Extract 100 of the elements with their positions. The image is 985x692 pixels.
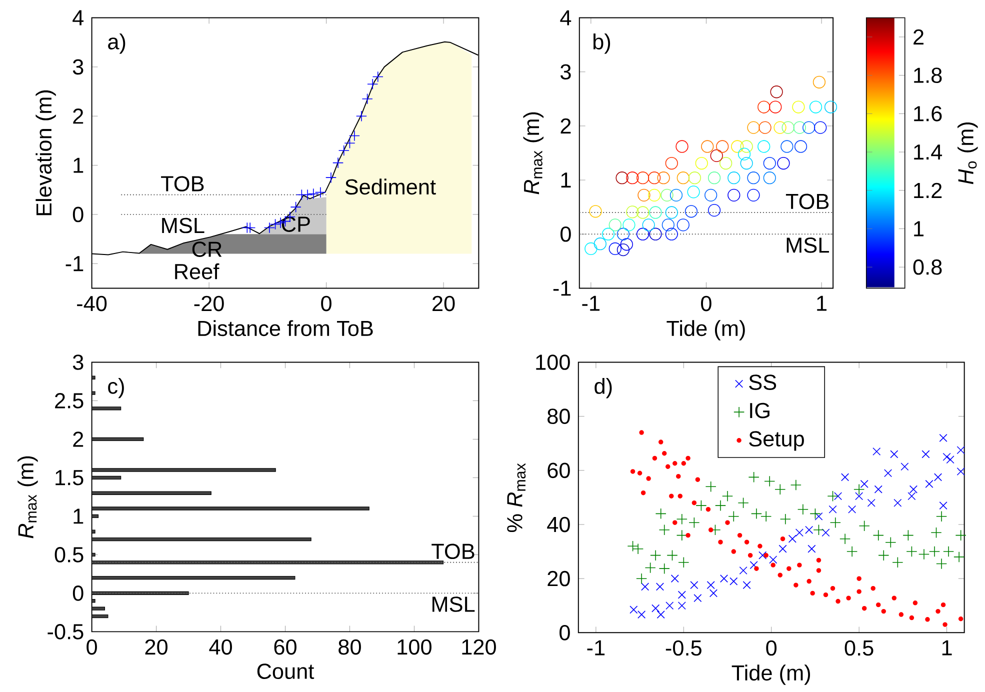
x-tick-label: 40 [209,639,232,655]
point [640,490,646,496]
point [325,172,337,184]
legend-label: IG [750,402,770,418]
point [676,474,681,479]
point [890,450,898,458]
point [678,590,686,599]
point [742,581,751,590]
point [855,492,864,500]
point [788,534,796,543]
x-tick-label: 20 [145,639,168,655]
y-tick-label: 100 [536,354,570,370]
y-axis-title: % R$_{max}$ [507,463,526,532]
point [638,610,646,619]
y-tick-label: 2.5 [55,393,84,408]
point [797,562,802,568]
y-tick-label: -1 [66,256,84,272]
point [372,71,384,82]
point [344,138,356,149]
point [758,551,767,560]
point [666,602,674,610]
ref-line-label: TOB [786,194,829,210]
point [676,514,688,525]
point [778,572,783,578]
text: d) [594,378,612,398]
point [658,440,664,444]
point [872,530,884,541]
y-tick-label: 1.5 [56,470,84,486]
y-tick-label: 80 [548,408,570,424]
point [690,581,698,590]
point [878,550,890,561]
point [708,527,714,532]
point [686,532,690,538]
point [909,615,914,620]
point [652,604,660,612]
series-label: CP [282,216,310,232]
point [656,610,665,619]
series-label: TOB [161,176,204,192]
y-tick-label: -0.5 [48,624,84,640]
point [943,546,954,558]
point [686,456,690,461]
annotation: Reef [175,263,220,280]
x-axis-title: Count [257,664,314,679]
color-bar-label: 1.6 [914,106,942,122]
y-axis-title: Elevation (m) [36,90,56,216]
point [754,566,759,571]
point [728,510,740,522]
point [906,546,918,558]
point [720,574,728,583]
point [854,484,865,495]
point [730,577,738,586]
point [894,498,902,507]
point [939,434,948,442]
color-bar-label: 1.8 [914,68,942,83]
point [665,464,670,469]
point [302,189,314,200]
x-axis-title: Tide (m) [666,320,745,340]
point [731,549,736,554]
point [822,528,830,537]
point [848,505,856,514]
point [769,556,778,564]
x-tick-label: -1 [587,640,605,656]
point [918,548,930,560]
point [676,530,688,541]
text: a) [108,33,126,54]
point [940,602,946,608]
point [678,556,690,568]
point [270,218,281,230]
point [332,157,344,168]
point [936,608,940,614]
point [823,592,828,598]
point [862,606,867,611]
point [885,536,896,548]
y-tick-label: 2 [560,118,571,134]
point [830,517,841,528]
point [860,480,868,488]
point [338,144,350,156]
y-tick-label: 0 [560,226,571,242]
point [650,550,662,561]
point [780,536,786,542]
y-tick-label: 0 [72,206,84,222]
point [942,452,951,461]
point [760,510,772,522]
point [813,524,824,536]
point [678,602,686,610]
point [858,520,870,532]
point [367,78,378,90]
x-tick-label: 100 [398,639,432,655]
x-tick-label: 80 [338,639,361,655]
legend-label: Setup [749,431,804,451]
point [867,498,876,507]
point [348,130,360,142]
point [290,201,302,213]
point [795,528,804,537]
point [925,617,930,622]
ref-line-label: MSL [432,596,475,612]
point [646,476,651,481]
point [898,612,904,617]
point [934,473,942,482]
y-tick-label: 0 [72,585,84,601]
